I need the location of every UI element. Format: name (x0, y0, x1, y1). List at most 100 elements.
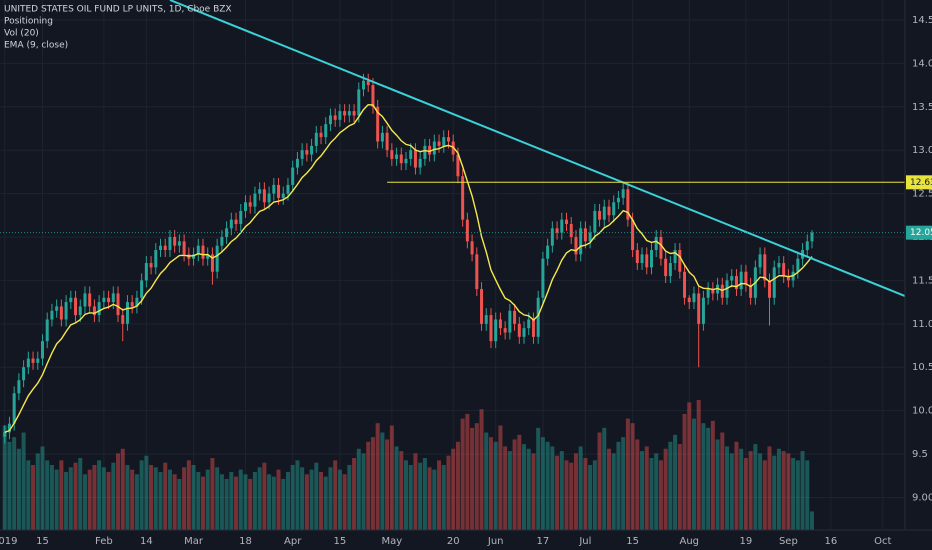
candle-body (508, 310, 512, 333)
volume-bar (153, 467, 158, 530)
ema-line (4, 103, 813, 433)
candle-body (177, 241, 181, 246)
candle-body (546, 245, 550, 259)
volume-bar (507, 451, 512, 530)
volume-bar (290, 465, 295, 530)
volume-bar (224, 478, 229, 530)
volume-bar (644, 446, 649, 530)
candle-body (513, 310, 517, 324)
volume-bar (229, 471, 234, 530)
volume-bar (616, 441, 621, 530)
last-price-label-box (906, 225, 932, 240)
volume-bar (12, 437, 17, 530)
legend-entry: Vol (20) (4, 29, 39, 39)
candle-body (206, 254, 210, 259)
legend: UNITED STATES OIL FUND LP UNITS, 1D, Cbo… (4, 5, 232, 51)
volume-bar (323, 476, 328, 530)
volume-bar (196, 471, 201, 530)
x-tick-label: 20 (447, 536, 460, 547)
volume-bar (432, 469, 437, 530)
volume-bar (186, 460, 191, 530)
volume-bar (758, 453, 763, 530)
candle-body (583, 228, 587, 242)
volume-bar (101, 467, 106, 530)
x-tick-label: 17 (537, 536, 550, 547)
x-tick-label: Jun (487, 536, 504, 547)
volume-bar (356, 448, 361, 530)
volume-bar (82, 474, 87, 530)
volume-bar (21, 432, 26, 530)
x-tick-label: Aug (679, 536, 699, 547)
y-tick-label: 9.00 (912, 492, 932, 503)
volume-bar (479, 409, 484, 530)
trendline (169, 0, 906, 297)
volume-bar (54, 469, 59, 530)
volume-bar (271, 476, 276, 530)
volume-bar (130, 469, 135, 530)
volume-bar (630, 423, 635, 530)
volume-bar (328, 467, 333, 530)
candle-body (739, 271, 743, 290)
volume-bar (536, 427, 541, 530)
volume-bar (64, 471, 69, 530)
volume-bar (743, 458, 748, 530)
candle-body (588, 232, 592, 242)
candle-body (692, 293, 696, 303)
volume-bar (281, 478, 286, 530)
volume-bar (522, 444, 527, 530)
candle-body (404, 158, 408, 164)
volume-bar (394, 446, 399, 530)
candle-body (446, 137, 450, 142)
candle-body (706, 289, 710, 298)
candle-body (31, 358, 35, 363)
y-tick-label: 14.5 (912, 15, 932, 26)
y-tick-label: 10.5 (912, 362, 932, 373)
candle-body (668, 263, 672, 277)
volume-bar (267, 474, 272, 530)
y-tick-label: 13.5 (912, 102, 932, 113)
volume-bar (78, 458, 83, 530)
candle-body (607, 206, 611, 216)
x-tick-label: May (381, 536, 402, 547)
volume-bar (144, 455, 149, 530)
candle-body (121, 315, 125, 324)
candle-body (140, 280, 144, 298)
candle-body (711, 289, 715, 294)
volume-bar (776, 448, 781, 530)
candle-body (192, 254, 196, 259)
candle-body (550, 228, 554, 246)
volume-bar (493, 441, 498, 530)
candle-body (423, 145, 427, 159)
candle-body (536, 297, 540, 337)
candle-body (749, 284, 753, 298)
volume-bar (488, 437, 493, 530)
volume-bar (455, 441, 460, 530)
volume-bar (701, 423, 706, 530)
candle-body (640, 254, 644, 264)
candle-body (687, 297, 691, 303)
volume-bar (182, 467, 187, 530)
x-tick-label: Sep (779, 536, 798, 547)
volume-bar (413, 453, 418, 530)
candle-body (782, 263, 786, 277)
candle-body (470, 241, 474, 255)
candle-body (621, 189, 625, 198)
candle-body (593, 210, 597, 233)
volume-bar (451, 448, 456, 530)
volume-bar (663, 448, 668, 530)
volume-bar (40, 446, 45, 530)
volume-bar (285, 471, 290, 530)
candle-body (659, 237, 663, 259)
volume-bar (134, 474, 139, 530)
candle-body (45, 319, 49, 342)
volume-bar (31, 465, 36, 530)
volume-bar (592, 460, 597, 530)
volume-bar (139, 460, 144, 530)
volume-bar (385, 439, 390, 530)
x-tick-label: 15 (626, 536, 639, 547)
candle-body (678, 250, 682, 272)
candle-body (734, 276, 738, 290)
candle-body (796, 258, 800, 272)
candle-body (437, 141, 441, 146)
